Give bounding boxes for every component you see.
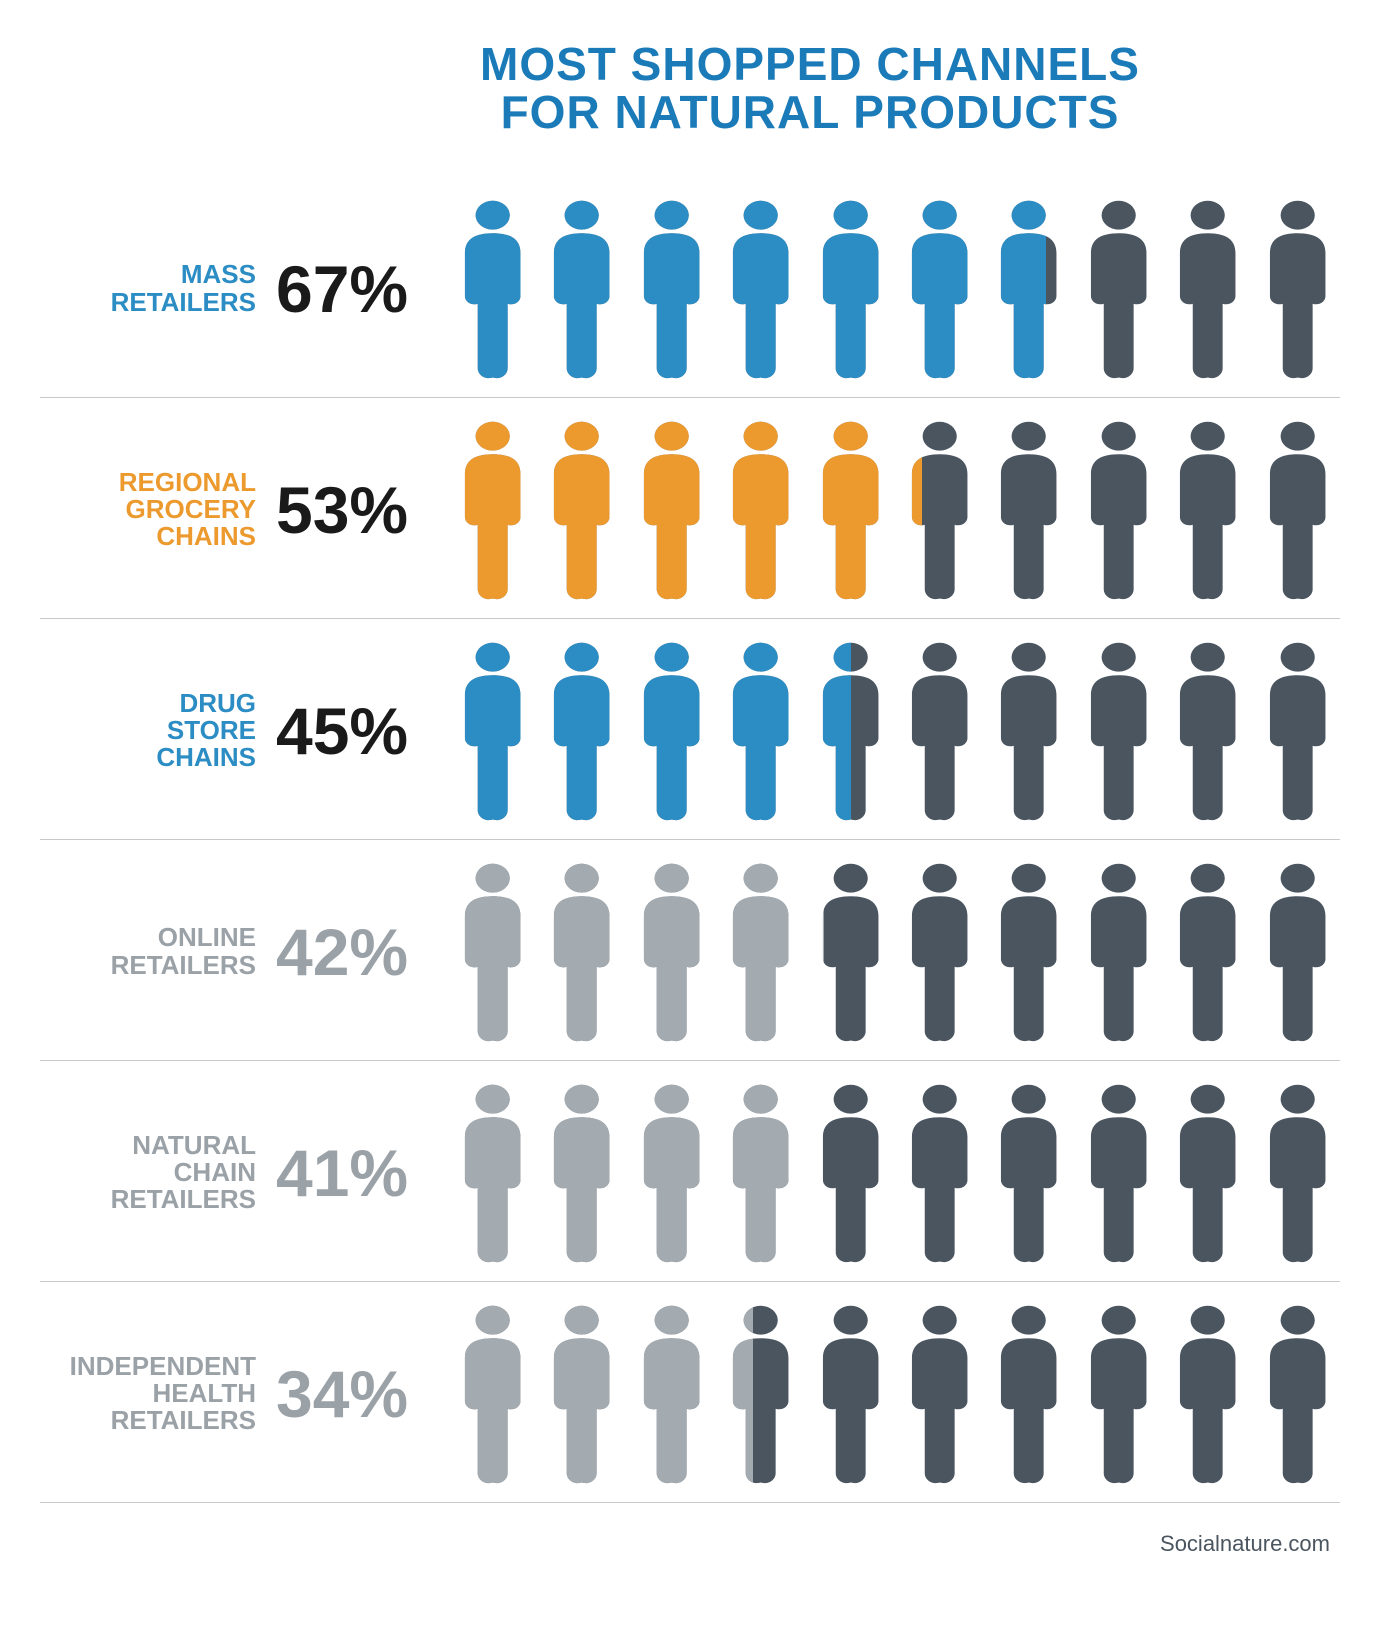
person-icon — [1076, 862, 1161, 1042]
person-icon — [808, 420, 893, 600]
person-icon — [986, 641, 1071, 821]
people-pictogram — [450, 862, 1340, 1042]
person-icon — [629, 1083, 714, 1263]
row-percent: 45% — [270, 693, 450, 769]
people-pictogram — [450, 420, 1340, 600]
people-pictogram — [450, 199, 1340, 379]
footer-credit: Socialnature.com — [40, 1531, 1340, 1557]
title-line-1: MOST SHOPPED CHANNELS — [480, 38, 1140, 90]
row-percent: 42% — [270, 914, 450, 990]
person-icon — [1076, 1304, 1161, 1484]
person-icon — [1165, 1304, 1250, 1484]
person-icon — [986, 1304, 1071, 1484]
person-icon — [450, 420, 535, 600]
row-label: MASS RETAILERS — [40, 261, 270, 316]
person-icon — [808, 641, 851, 821]
person-icon — [986, 1083, 1071, 1263]
pictogram-rows: MASS RETAILERS67% REGIONAL GROCERY CHAIN… — [40, 177, 1340, 1503]
person-icon — [808, 862, 824, 1042]
people-pictogram — [450, 1083, 1340, 1263]
person-icon — [808, 1083, 893, 1263]
person-icon — [1165, 199, 1250, 379]
person-icon — [718, 862, 803, 1042]
person-icon — [986, 199, 1046, 379]
row-percent: 53% — [270, 472, 450, 548]
person-icon — [629, 420, 714, 600]
person-icon — [718, 420, 803, 600]
person-icon — [897, 1083, 982, 1263]
person-icon — [718, 199, 803, 379]
person-icon — [897, 420, 922, 600]
pictogram-row: MASS RETAILERS67% — [40, 177, 1340, 398]
row-percent: 41% — [270, 1135, 450, 1211]
person-icon — [1255, 862, 1340, 1042]
chart-title: MOST SHOPPED CHANNELS FOR NATURAL PRODUC… — [280, 40, 1340, 137]
person-icon — [897, 199, 982, 379]
person-icon — [986, 420, 1071, 600]
person-icon — [450, 1083, 535, 1263]
person-icon — [718, 641, 803, 821]
person-icon — [539, 641, 624, 821]
pictogram-row: ONLINE RETAILERS42% — [40, 840, 1340, 1061]
people-pictogram — [450, 1304, 1340, 1484]
row-label: REGIONAL GROCERY CHAINS — [40, 469, 270, 551]
person-icon — [629, 1304, 714, 1484]
person-icon — [897, 862, 982, 1042]
pictogram-row: DRUG STORE CHAINS45% — [40, 619, 1340, 840]
person-icon — [1255, 1083, 1340, 1263]
row-label: DRUG STORE CHAINS — [40, 690, 270, 772]
person-icon — [1165, 862, 1250, 1042]
person-icon — [808, 199, 893, 379]
person-icon — [1076, 1083, 1161, 1263]
person-icon — [1076, 641, 1161, 821]
person-icon — [808, 1083, 815, 1263]
person-icon — [1165, 420, 1250, 600]
person-icon — [1076, 199, 1161, 379]
person-icon — [539, 1083, 624, 1263]
person-icon — [629, 862, 714, 1042]
person-icon — [718, 1304, 752, 1484]
people-pictogram — [450, 641, 1340, 821]
pictogram-row: INDEPENDENT HEALTH RETAILERS34% — [40, 1282, 1340, 1503]
pictogram-row: NATURAL CHAIN RETAILERS41% — [40, 1061, 1340, 1282]
person-icon — [1076, 420, 1161, 600]
person-icon — [897, 1304, 982, 1484]
person-icon — [808, 1304, 893, 1484]
person-icon — [1255, 641, 1340, 821]
person-icon — [897, 641, 982, 821]
row-percent: 67% — [270, 251, 450, 327]
person-icon — [539, 862, 624, 1042]
person-icon — [450, 641, 535, 821]
person-icon — [718, 1083, 803, 1263]
person-icon — [539, 1304, 624, 1484]
person-icon — [1165, 1083, 1250, 1263]
title-line-2: FOR NATURAL PRODUCTS — [501, 86, 1120, 138]
person-icon — [450, 1304, 535, 1484]
pictogram-row: REGIONAL GROCERY CHAINS53% — [40, 398, 1340, 619]
row-label: INDEPENDENT HEALTH RETAILERS — [40, 1353, 270, 1435]
person-icon — [1255, 199, 1340, 379]
person-icon — [539, 199, 624, 379]
row-label: ONLINE RETAILERS — [40, 924, 270, 979]
person-icon — [629, 199, 714, 379]
person-icon — [1165, 641, 1250, 821]
person-icon — [986, 862, 1071, 1042]
row-percent: 34% — [270, 1356, 450, 1432]
person-icon — [539, 420, 624, 600]
person-icon — [1255, 1304, 1340, 1484]
person-icon — [1255, 420, 1340, 600]
person-icon — [629, 641, 714, 821]
person-icon — [450, 199, 535, 379]
row-label: NATURAL CHAIN RETAILERS — [40, 1132, 270, 1214]
person-icon — [450, 862, 535, 1042]
